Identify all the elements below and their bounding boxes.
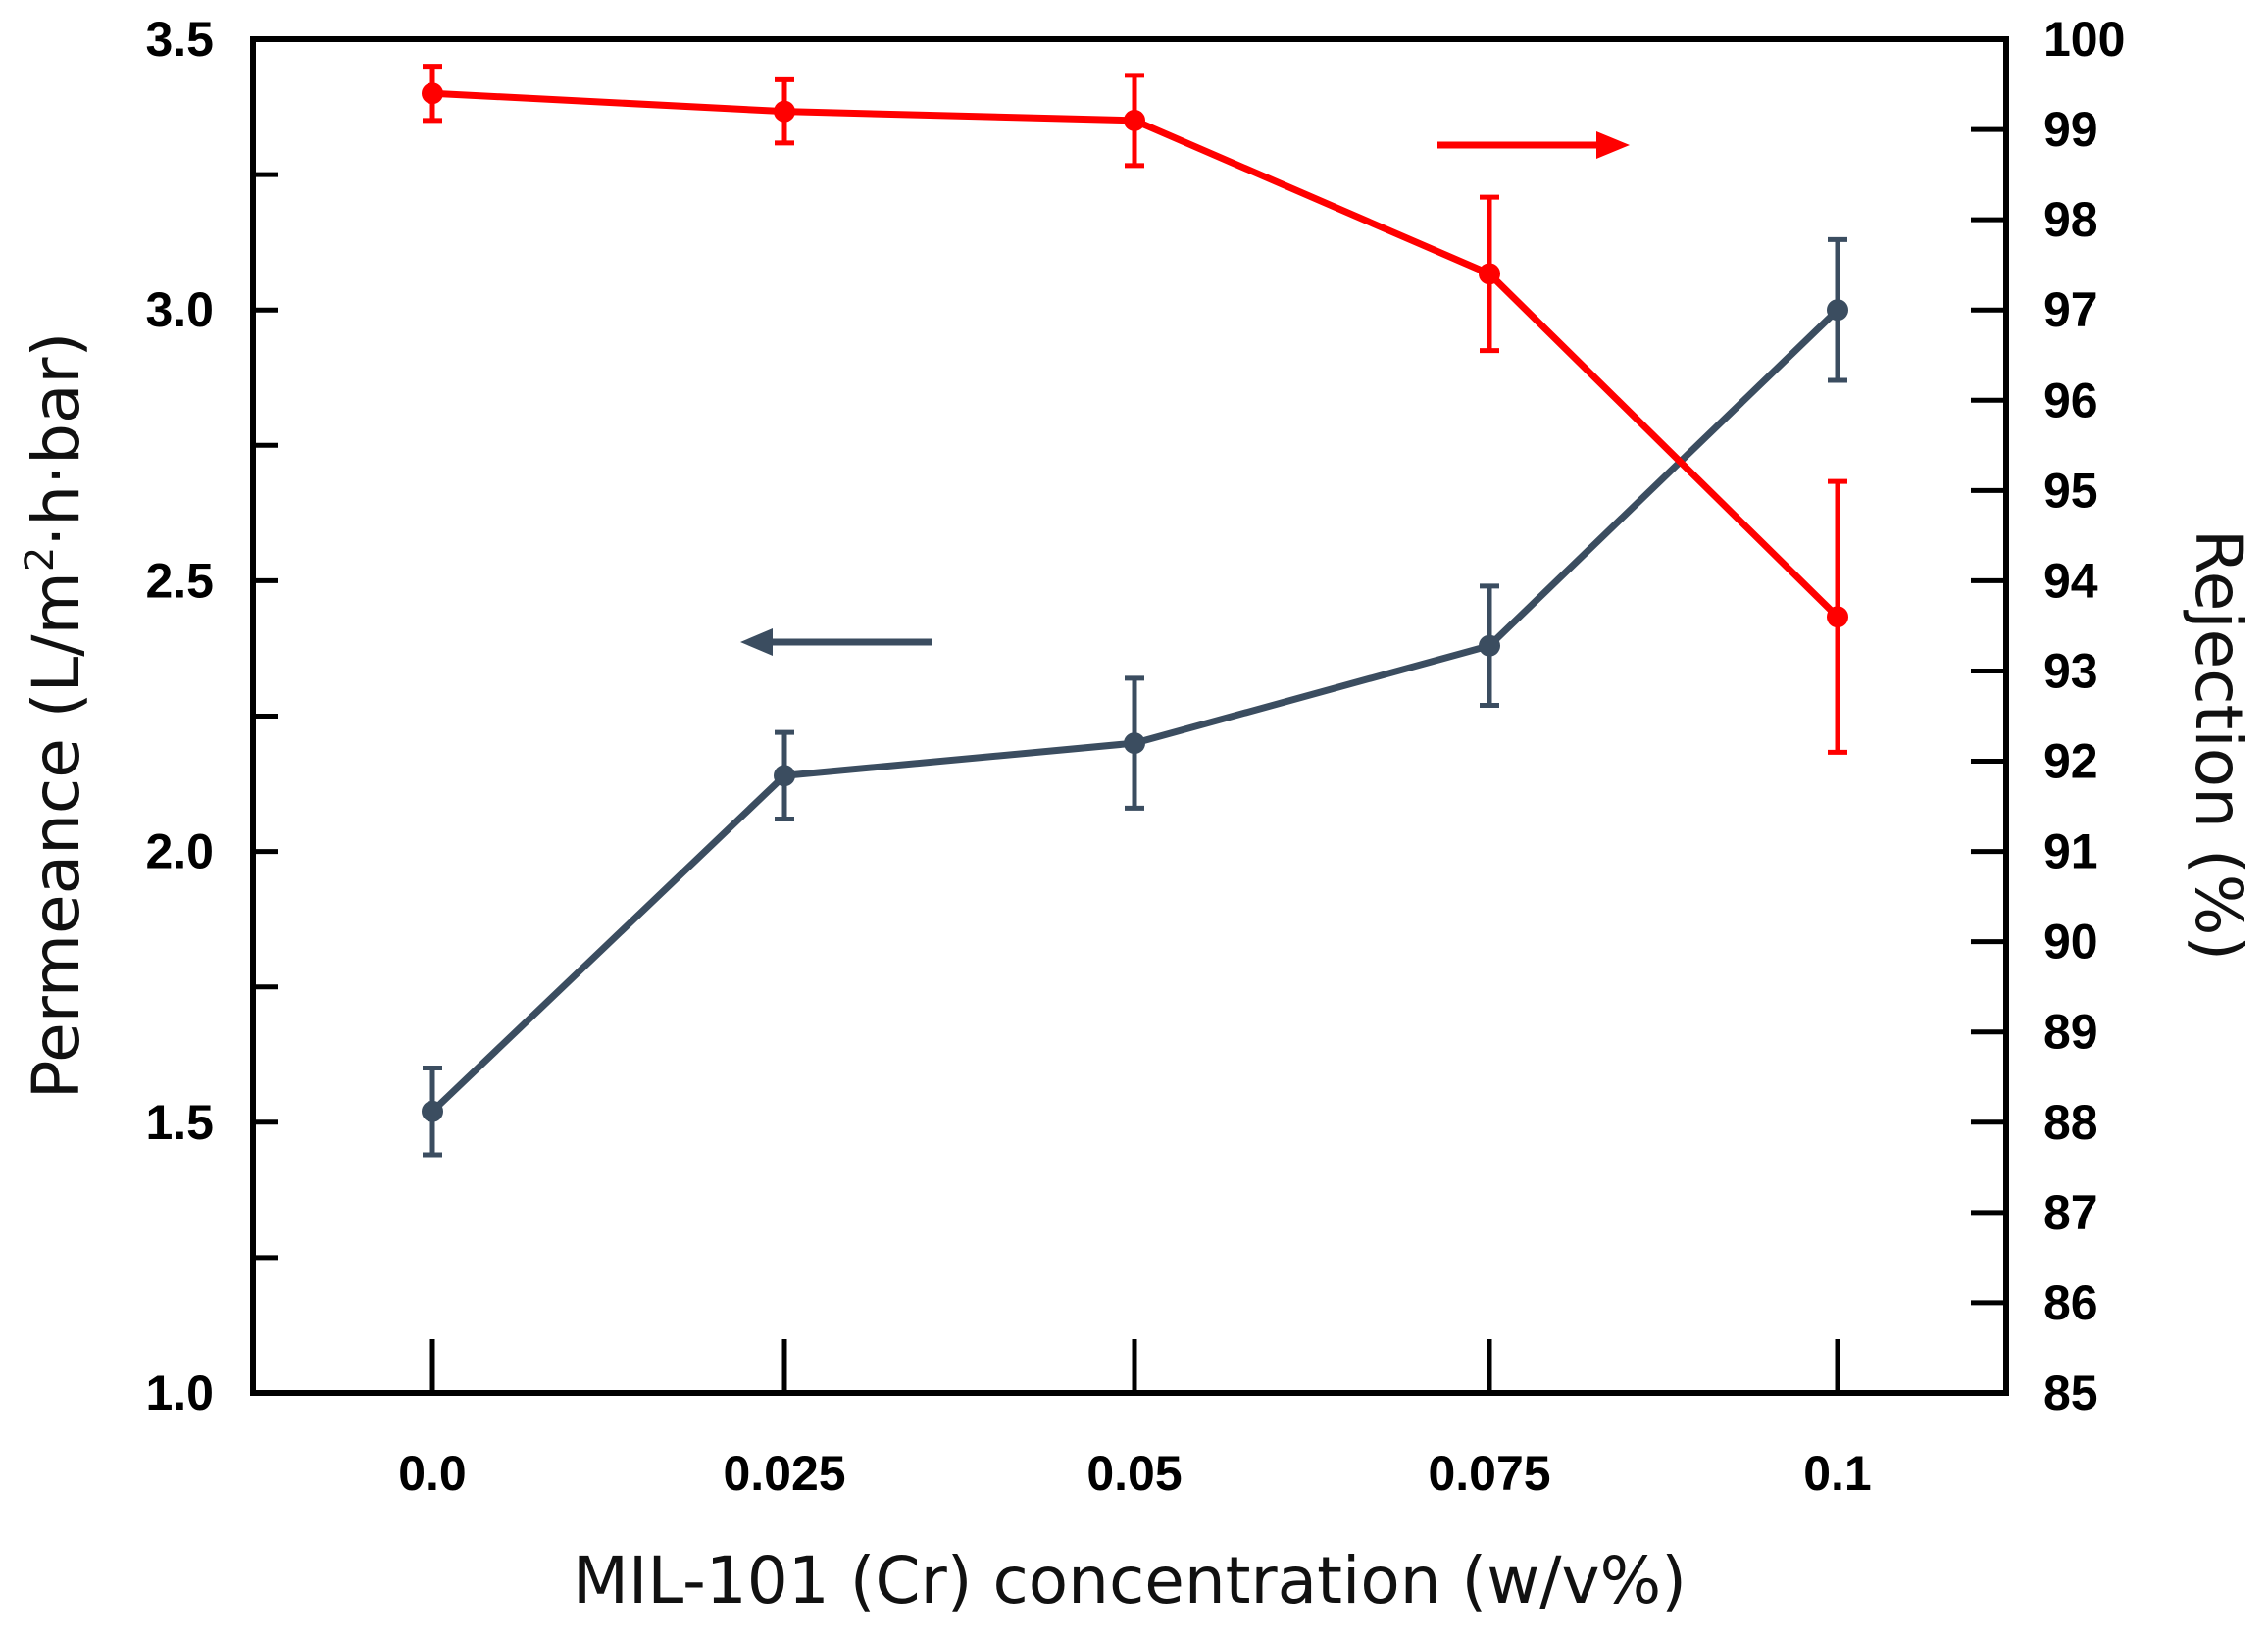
left-y-ticks: 1.0 1.5 2.0 2.5 3.0 3.5 (145, 12, 278, 1420)
series-permeance (422, 236, 1848, 1158)
x-ticks: 0.0 0.025 0.05 0.075 0.1 (398, 1339, 1872, 1501)
plot-frame (250, 36, 2009, 1396)
rejection-point (774, 100, 795, 123)
right-tick-label: 96 (2043, 373, 2098, 427)
left-tick-label: 1.5 (145, 1095, 214, 1150)
rejection-point (1124, 109, 1145, 131)
permeance-point (1124, 732, 1145, 755)
left-tick-label: 3.5 (145, 12, 214, 67)
x-axis-title: MIL-101 (Cr) concentration (w/v%) (573, 1543, 1687, 1618)
left-tick-label: 2.0 (145, 824, 214, 879)
rejection-point (1827, 606, 1848, 628)
x-tick-label: 0.075 (1428, 1446, 1550, 1501)
left-tick-label: 1.0 (145, 1366, 214, 1420)
right-tick-label: 91 (2043, 824, 2098, 879)
x-tick-label: 0.0 (398, 1446, 467, 1501)
right-tick-label: 100 (2043, 12, 2125, 67)
permeance-point (422, 1100, 443, 1122)
rejection-line (431, 89, 1840, 620)
right-tick-label: 90 (2043, 915, 2098, 969)
left-y-axis-title: Permeance (L/m2·h·bar) (18, 332, 94, 1100)
left-y-axis-title-tail: ·h·bar) (19, 332, 94, 547)
x-tick-label: 0.1 (1803, 1446, 1872, 1501)
right-y-ticks: 85 86 87 88 89 90 91 92 93 94 95 96 97 98 99 100 (1971, 12, 2125, 1420)
permeance-point (1479, 634, 1500, 657)
permeance-point (1827, 299, 1848, 322)
right-tick-label: 94 (2043, 553, 2098, 608)
right-tick-label: 89 (2043, 1005, 2098, 1060)
right-tick-label: 86 (2043, 1275, 2098, 1330)
right-tick-label: 92 (2043, 734, 2098, 789)
right-tick-label: 98 (2043, 192, 2098, 247)
right-tick-label: 87 (2043, 1185, 2098, 1240)
left-tick-label: 2.5 (145, 553, 214, 608)
right-tick-label: 93 (2043, 643, 2098, 698)
right-tick-label: 97 (2043, 282, 2098, 337)
permeance-point (774, 765, 795, 787)
right-tick-label: 88 (2043, 1095, 2098, 1150)
rejection-axis-arrow (1437, 131, 1630, 159)
right-tick-label: 99 (2043, 102, 2098, 157)
x-tick-label: 0.05 (1086, 1446, 1182, 1501)
permeance-axis-arrow (740, 628, 932, 656)
x-tick-label: 0.025 (723, 1446, 845, 1501)
left-y-axis-title-main: Permeance (L/m (19, 572, 94, 1099)
rejection-point (1479, 263, 1500, 285)
left-y-axis-title-sup: 2 (18, 547, 63, 572)
rejection-point (422, 82, 443, 105)
right-tick-label: 95 (2043, 463, 2098, 518)
series-rejection (422, 64, 1848, 755)
right-y-axis-title: Rejection (%) (2181, 529, 2256, 961)
left-tick-label: 3.0 (145, 282, 214, 337)
right-tick-label: 85 (2043, 1366, 2098, 1420)
series-layer (422, 64, 1848, 1158)
